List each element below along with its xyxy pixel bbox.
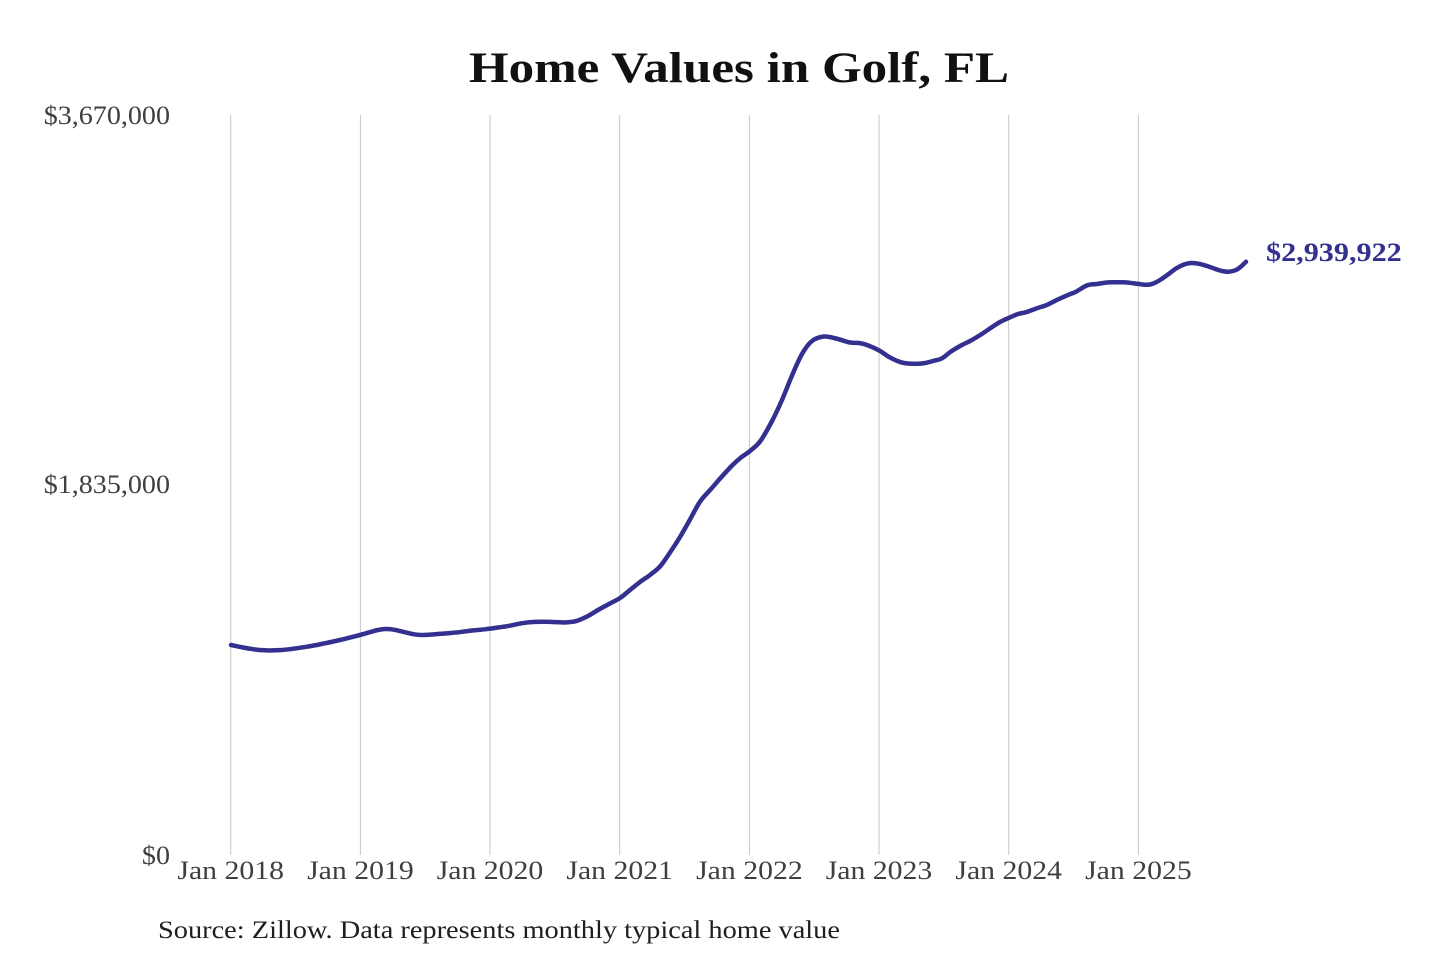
svg-text:$2,939,922: $2,939,922	[1266, 239, 1402, 268]
svg-text:Jan 2021: Jan 2021	[566, 857, 673, 886]
svg-text:Jan 2019: Jan 2019	[307, 857, 414, 886]
svg-text:Jan 2022: Jan 2022	[696, 857, 803, 886]
svg-text:Jan 2025: Jan 2025	[1085, 857, 1192, 886]
svg-text:$3,670,000: $3,670,000	[44, 101, 170, 130]
svg-text:$1,835,000: $1,835,000	[44, 470, 170, 499]
svg-text:Jan 2018: Jan 2018	[177, 857, 284, 886]
svg-text:Jan 2020: Jan 2020	[437, 857, 544, 886]
svg-text:Jan 2023: Jan 2023	[826, 857, 933, 886]
svg-text:Jan 2024: Jan 2024	[955, 857, 1062, 886]
svg-text:Home Values in Golf, FL: Home Values in Golf, FL	[469, 45, 1009, 92]
svg-text:$0: $0	[142, 841, 170, 870]
svg-text:Source: Zillow. Data represent: Source: Zillow. Data represents monthly …	[158, 916, 840, 944]
